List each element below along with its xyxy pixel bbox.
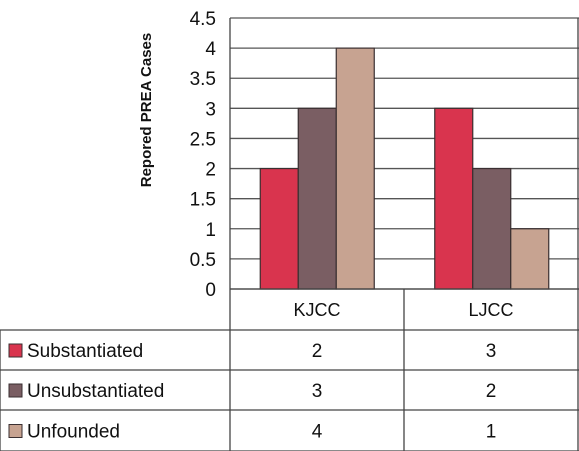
y-tick-label: 2: [205, 160, 216, 181]
legend-swatch: [8, 383, 23, 398]
y-tick-label: 3.5: [190, 69, 216, 90]
data-table: KJCC LJCC Substantiated 2 3 Unsubstantiated 3 2…: [0, 288, 579, 451]
bar-unsubstantiated-ljcc: [472, 167, 512, 290]
table-cell: 2: [312, 341, 323, 362]
table-cell: 3: [312, 381, 323, 402]
y-tick-label: 0: [205, 280, 216, 301]
legend-label: Unfounded: [27, 422, 120, 443]
category-label: KJCC: [293, 300, 340, 320]
legend-label: Substantiated: [27, 341, 143, 362]
y-tick-label: 2.5: [190, 129, 216, 150]
legend-swatch: [8, 343, 23, 358]
table-cell: 4: [312, 422, 323, 443]
y-tick-label: 3: [205, 99, 216, 120]
y-tick-label: 1.5: [190, 190, 216, 211]
y-tick-label: 0.5: [190, 250, 216, 271]
y-tick-label: 4: [205, 39, 216, 60]
bar-unsubstantiated-kjcc: [297, 107, 337, 290]
table-cell: 3: [486, 341, 497, 362]
bar-unfounded-ljcc: [510, 228, 550, 290]
category-label: LJCC: [468, 300, 513, 320]
table-cell: 1: [486, 422, 497, 443]
bar-substantiated-kjcc: [259, 167, 299, 290]
legend-label: Unsubstantiated: [27, 381, 164, 402]
bar-substantiated-ljcc: [434, 107, 474, 290]
legend-swatch: [8, 424, 23, 438]
bar-unfounded-kjcc: [335, 47, 375, 290]
y-axis-ticks: 0 0.5 1 1.5 2 2.5 3 3.5 4 4.5: [190, 9, 217, 301]
y-axis-label: Repored PREA Cases: [138, 33, 155, 188]
y-tick-label: 1: [205, 220, 216, 241]
y-tick-label: 4.5: [190, 9, 216, 30]
table-cell: 2: [486, 381, 497, 402]
bars: [259, 47, 550, 290]
